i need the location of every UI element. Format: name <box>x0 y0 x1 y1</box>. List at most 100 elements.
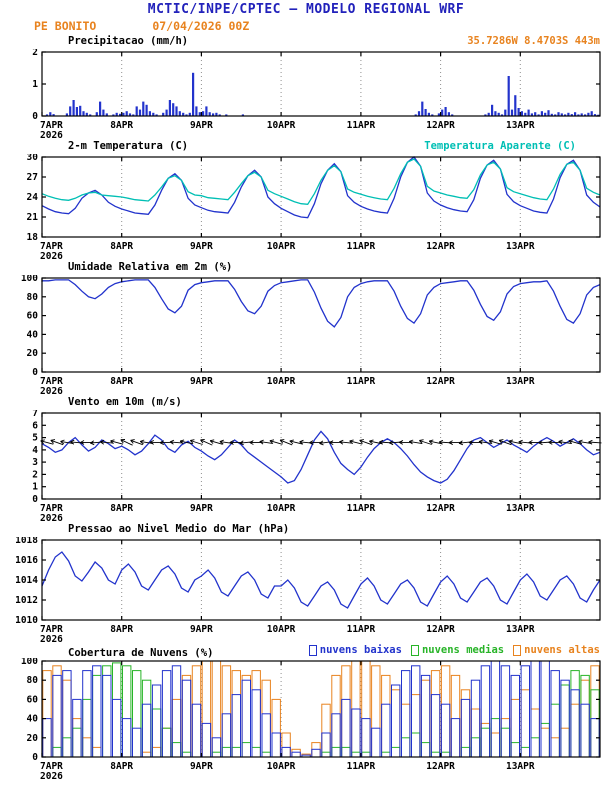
x-tick-label: 11APR <box>347 120 376 131</box>
clouds-low-bar <box>191 703 202 758</box>
clouds-low-bar <box>311 748 321 758</box>
precip-bar <box>484 114 487 116</box>
wind-barb-icon <box>120 439 133 446</box>
x-year-label: 2026 <box>40 513 63 522</box>
wind-barb-icon <box>339 439 353 445</box>
clouds-low-bar <box>580 703 590 758</box>
clouds-mid-bar <box>52 746 62 758</box>
clouds-high-bar <box>450 674 461 758</box>
wind-barb-icon <box>349 439 363 445</box>
clouds-mid-bar <box>401 737 411 758</box>
clouds-mid-bar <box>151 708 162 758</box>
clouds-mid-bar <box>72 727 82 758</box>
wind-barb-icon <box>369 439 383 445</box>
precip-bar <box>69 106 72 116</box>
plot-frame <box>41 156 601 238</box>
clouds-low-bar <box>470 679 481 758</box>
clouds-low-bar <box>281 746 291 758</box>
precip-bar <box>431 114 434 116</box>
clouds-low-bar <box>171 665 182 758</box>
x-tick-label: 7APR <box>40 241 63 252</box>
clouds-low-bar <box>122 718 132 758</box>
precip-bar <box>72 100 75 116</box>
x-tick-label: 12APR <box>426 503 455 514</box>
pressure-mslp-line <box>41 551 601 609</box>
x-tick-label: 13APR <box>506 120 535 131</box>
clouds-low-bar <box>480 665 491 758</box>
clouds-low-bar <box>141 703 152 758</box>
precip-bar <box>564 114 567 116</box>
clouds-high-bar <box>550 737 560 758</box>
panel-title-row-temperature: 2-m Temperatura (C) Temperatura Aparente… <box>0 139 612 154</box>
x-tick-label: 11APR <box>347 503 376 514</box>
precip-bar <box>597 114 600 116</box>
clouds-high-bar <box>191 665 202 758</box>
clouds-low-bar <box>420 674 431 758</box>
clouds-high-bar <box>281 732 291 758</box>
clouds-mid-bar <box>550 703 560 758</box>
x-tick-label: 7APR <box>40 376 63 387</box>
x-tick-label: 13APR <box>506 241 535 252</box>
legend-item-high-clouds: nuvens altas <box>513 643 600 658</box>
precip-bar <box>510 109 514 116</box>
y-tick-label: 80 <box>27 675 39 686</box>
x-tick-label: 9APR <box>190 761 213 772</box>
clouds-high-bar <box>271 698 281 758</box>
y-tick-label: 27 <box>27 172 38 183</box>
wind-barb-icon <box>169 439 184 445</box>
y-tick-label: 2 <box>32 469 38 480</box>
precip-bar <box>79 105 82 116</box>
wind-barb-icon <box>419 439 432 445</box>
legend-label-low-clouds: nuvens baixas <box>319 644 402 656</box>
clouds-low-bar <box>82 670 92 758</box>
precip-bar <box>427 112 430 116</box>
y-tick-label: 100 <box>21 658 38 667</box>
y-tick-label: 40 <box>27 329 39 340</box>
precip-bar <box>517 108 520 116</box>
clouds-mid-bar <box>321 751 331 758</box>
precip-bar <box>112 114 115 116</box>
legend-swatch-low-clouds-icon <box>308 645 317 656</box>
wind-barb-icon <box>50 439 64 446</box>
x-year-label: 2026 <box>40 386 63 395</box>
precip-bar <box>105 113 108 116</box>
panel-pressure: Pressao ao Nivel Medio do Mar (hPa) 1010… <box>0 522 612 643</box>
clouds-high-bar <box>371 665 381 758</box>
panel-temperature: 2-m Temperatura (C) Temperatura Aparente… <box>0 139 612 260</box>
precip-bar <box>212 113 215 116</box>
precip-bar <box>530 113 533 116</box>
precip-bar <box>172 103 175 116</box>
precip-bar <box>554 114 557 116</box>
clouds-mid-bar <box>530 737 540 758</box>
wind-barb-icon <box>398 439 413 445</box>
legend-swatch-high-clouds-icon <box>513 645 522 656</box>
clouds-low-bar <box>92 665 102 758</box>
x-tick-label: 8APR <box>110 376 133 387</box>
precip-bar <box>52 114 55 116</box>
apparent-temperature-label: Temperatura Aparente (C) <box>424 140 576 152</box>
panel-wind: Vento em 10m (m/s) 0 1 2 3 4 5 6 7 7APR 2026 8APR 9… <box>0 395 612 522</box>
precip-bar <box>444 107 447 116</box>
clouds-high-bar <box>530 708 540 758</box>
panel-title-temperature: 2-m Temperatura (C) <box>68 140 189 152</box>
x-tick-label: 7APR <box>40 503 63 514</box>
clouds-mid-bar <box>440 751 451 758</box>
y-tick-label: 5 <box>32 433 38 444</box>
clouds-low-bar <box>271 732 281 758</box>
x-tick-label: 13APR <box>506 761 535 772</box>
clouds-mid-bar <box>62 737 72 758</box>
precip-bar <box>75 107 78 116</box>
y-tick-label: 20 <box>27 348 39 359</box>
y-tick-label: 0 <box>32 494 38 505</box>
precip-bar <box>417 111 421 116</box>
station-location: 35.7286W 8.4703S 443m <box>467 35 600 47</box>
clouds-low-bar <box>341 698 351 758</box>
precip-bar <box>122 112 125 116</box>
precip-bar <box>500 114 504 116</box>
precip-bar <box>175 106 178 116</box>
precip-bar <box>162 112 165 116</box>
plot-frame <box>41 539 601 621</box>
clouds-high-bar <box>231 670 242 758</box>
clouds-low-bar <box>291 751 301 758</box>
